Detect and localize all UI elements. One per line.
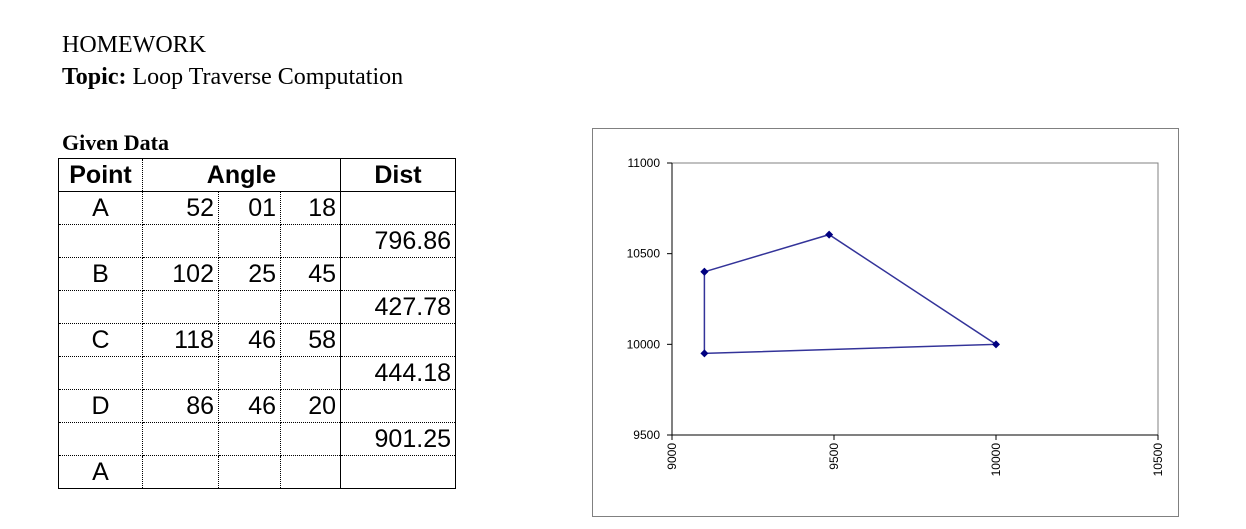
document-header: HOMEWORK Topic: Loop Traverse Computatio… (62, 30, 403, 92)
cell-min: 25 (218, 257, 281, 291)
y-tick-label: 10500 (627, 247, 661, 261)
cell-dist: 444.18 (340, 356, 456, 390)
x-tick-label: 10000 (989, 443, 1003, 477)
cell-min: 46 (218, 389, 281, 423)
cell-sec (280, 422, 341, 456)
table-row: D 86 46 20 (58, 389, 456, 423)
cell-sec (280, 290, 341, 324)
given-data-table: Point Angle Dist A 52 01 18 796.86 B 102 25 45 42… (58, 158, 456, 489)
table-row: C 118 46 58 (58, 323, 456, 357)
data-point (825, 230, 834, 239)
column-header-dist: Dist (340, 158, 456, 192)
homework-title: HOMEWORK (62, 32, 206, 58)
traverse-line (703, 233, 999, 355)
cell-point (58, 224, 143, 258)
data-point (700, 267, 709, 276)
data-point (700, 349, 709, 358)
cell-deg: 52 (142, 191, 219, 225)
table-row: 427.78 (58, 290, 456, 324)
table-row: A 52 01 18 (58, 191, 456, 225)
table-row: 796.86 (58, 224, 456, 258)
cell-deg: 102 (142, 257, 219, 291)
given-data-title: Given Data (62, 130, 169, 155)
cell-sec: 20 (280, 389, 341, 423)
cell-sec (280, 356, 341, 390)
cell-deg (142, 422, 219, 456)
cell-sec (280, 455, 341, 489)
cell-sec: 58 (280, 323, 341, 357)
cell-min (218, 422, 281, 456)
table-header-row: Point Angle Dist (58, 158, 456, 192)
cell-point (58, 422, 143, 456)
cell-dist: 427.78 (340, 290, 456, 324)
x-tick-label: 10500 (1151, 443, 1165, 477)
cell-dist: 901.25 (340, 422, 456, 456)
traverse-chart-svg: 11000 10500 10000 9500 9000 9500 10000 10500 (627, 156, 1165, 477)
cell-point: A (58, 455, 143, 489)
cell-point (58, 356, 143, 390)
x-tick-label: 9000 (665, 443, 679, 470)
cell-min: 01 (218, 191, 281, 225)
cell-point: D (58, 389, 143, 423)
cell-dist (341, 456, 456, 489)
cell-dist (340, 257, 456, 291)
cell-point: A (58, 191, 143, 225)
plot-area (671, 162, 1159, 436)
cell-point: C (58, 323, 143, 357)
table-row: 901.25 (58, 422, 456, 456)
x-tick-label: 9500 (827, 443, 841, 470)
y-tick-label: 11000 (628, 156, 661, 170)
cell-dist: 796.86 (340, 224, 456, 258)
cell-dist (340, 389, 456, 423)
cell-point (58, 290, 143, 324)
traverse-chart: 11000 10500 10000 9500 9000 9500 10000 10500 (592, 128, 1179, 517)
cell-deg (142, 356, 219, 390)
y-tick-label: 9500 (633, 428, 660, 442)
cell-dist (340, 323, 456, 357)
cell-deg: 86 (142, 389, 219, 423)
cell-min (218, 356, 281, 390)
cell-min (218, 290, 281, 324)
table-row: A (58, 455, 456, 489)
cell-sec: 45 (280, 257, 341, 291)
topic-label: Topic: (62, 64, 127, 90)
cell-sec: 18 (280, 191, 341, 225)
cell-min: 46 (218, 323, 281, 357)
cell-sec (280, 224, 341, 258)
cell-min (218, 224, 281, 258)
cell-deg (142, 290, 219, 324)
topic-line: Topic: Loop Traverse Computation (62, 62, 403, 92)
cell-dist (340, 191, 456, 225)
y-tick-label: 10000 (627, 337, 661, 351)
cell-deg (142, 455, 219, 489)
table-row: B 102 25 45 (58, 257, 456, 291)
data-point (992, 340, 1000, 349)
column-header-angle: Angle (142, 158, 341, 192)
cell-point: B (58, 257, 143, 291)
cell-deg (142, 224, 219, 258)
table-row: 444.18 (58, 356, 456, 390)
cell-min (218, 455, 281, 489)
topic-value: Loop Traverse Computation (132, 64, 404, 90)
column-header-point: Point (58, 158, 143, 192)
cell-deg: 118 (142, 323, 219, 357)
